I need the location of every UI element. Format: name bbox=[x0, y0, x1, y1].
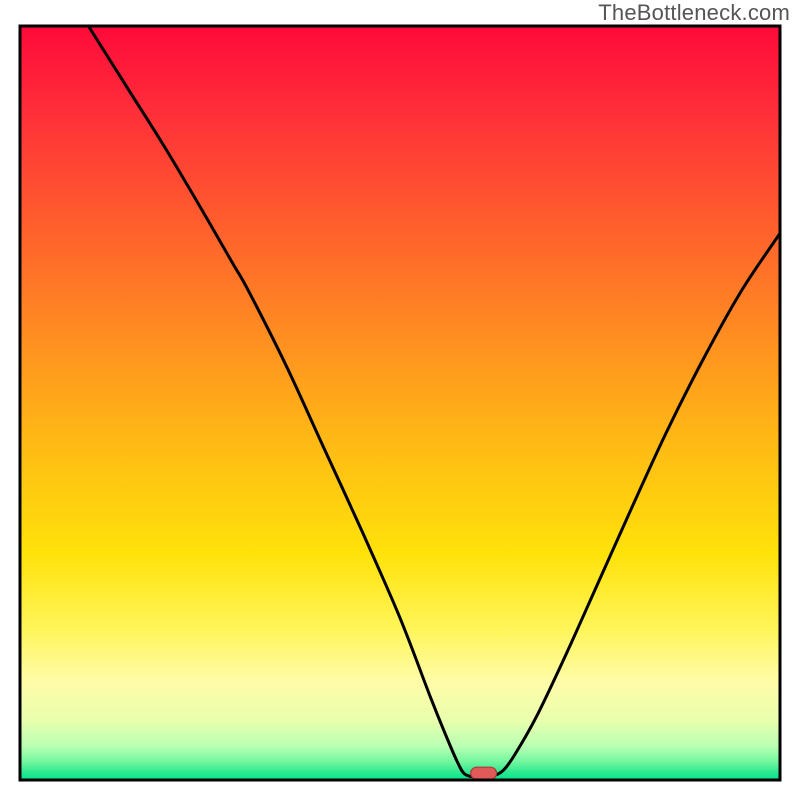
optimal-marker bbox=[471, 767, 497, 779]
bottleneck-chart bbox=[0, 0, 800, 800]
chart-root: TheBottleneck.com bbox=[0, 0, 800, 800]
plot-area bbox=[20, 26, 780, 780]
watermark-text: TheBottleneck.com bbox=[598, 0, 790, 26]
